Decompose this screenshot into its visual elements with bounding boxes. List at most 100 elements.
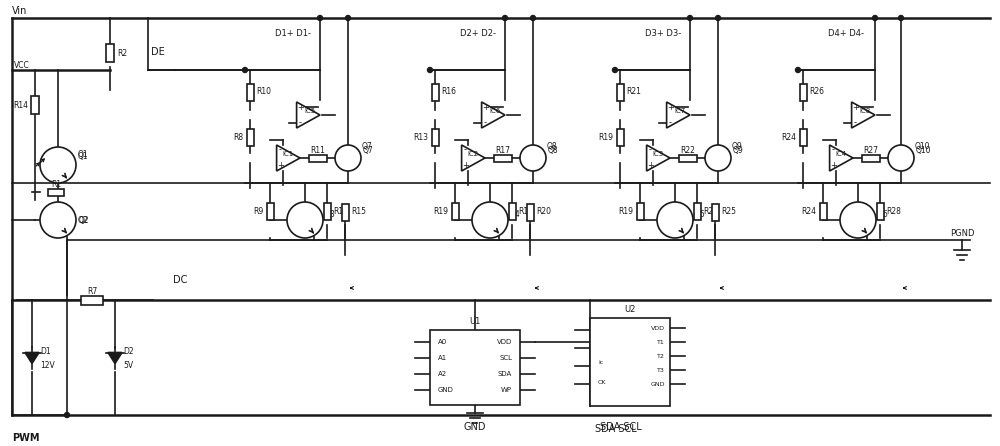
Text: R1: R1 xyxy=(51,180,61,189)
Bar xyxy=(342,203,349,220)
Text: CK: CK xyxy=(598,380,606,385)
Text: IC2: IC2 xyxy=(468,151,479,157)
Text: R19: R19 xyxy=(434,206,448,215)
Text: R21: R21 xyxy=(626,87,641,96)
Text: 12V: 12V xyxy=(40,360,55,369)
Text: Q7: Q7 xyxy=(362,141,373,150)
Text: R18: R18 xyxy=(518,206,533,215)
Text: Q9: Q9 xyxy=(733,146,744,155)
Polygon shape xyxy=(462,145,485,171)
Text: -: - xyxy=(854,119,857,128)
Text: Q5: Q5 xyxy=(695,211,706,219)
Bar xyxy=(590,318,670,406)
Text: R24: R24 xyxy=(802,206,816,215)
Text: +: + xyxy=(297,103,304,112)
Text: +: + xyxy=(277,161,284,170)
Bar xyxy=(106,44,114,62)
Circle shape xyxy=(520,145,546,171)
Text: U2: U2 xyxy=(624,306,636,314)
Text: GND: GND xyxy=(464,422,486,432)
Text: -: - xyxy=(649,145,652,154)
Text: D1+ D1-: D1+ D1- xyxy=(275,29,311,37)
Bar xyxy=(694,202,700,219)
Text: R12: R12 xyxy=(334,206,348,215)
Text: Q3: Q3 xyxy=(325,211,336,219)
Circle shape xyxy=(796,67,800,73)
Text: D2+ D2-: D2+ D2- xyxy=(460,29,496,37)
Text: +: + xyxy=(667,103,674,112)
Polygon shape xyxy=(830,145,853,171)
Text: -: - xyxy=(669,119,672,128)
Text: Vin: Vin xyxy=(12,6,27,16)
Text: R2: R2 xyxy=(117,49,127,58)
Text: +: + xyxy=(462,161,469,170)
Text: IC1: IC1 xyxy=(283,151,294,157)
Circle shape xyxy=(287,202,323,238)
Text: R22: R22 xyxy=(681,146,695,155)
Text: T2: T2 xyxy=(657,354,665,359)
Text: D3+ D3-: D3+ D3- xyxy=(645,29,681,37)
Text: A2: A2 xyxy=(438,371,447,377)
Text: R26: R26 xyxy=(810,87,824,96)
Text: +: + xyxy=(482,103,489,112)
Circle shape xyxy=(688,16,692,21)
Circle shape xyxy=(242,67,248,73)
Text: PWM: PWM xyxy=(12,433,40,443)
Bar xyxy=(309,154,327,161)
Text: IC6: IC6 xyxy=(489,108,500,114)
Text: R25: R25 xyxy=(722,207,736,216)
Text: Q6: Q6 xyxy=(878,211,889,219)
Circle shape xyxy=(503,16,508,21)
Bar xyxy=(616,83,624,100)
Bar xyxy=(324,202,330,219)
Text: Q10: Q10 xyxy=(916,146,932,155)
Bar xyxy=(616,128,624,145)
Bar xyxy=(800,83,806,100)
Text: R27: R27 xyxy=(864,146,879,155)
Polygon shape xyxy=(108,352,122,363)
Bar xyxy=(800,128,806,145)
Text: R15: R15 xyxy=(352,207,366,216)
Text: Q8: Q8 xyxy=(548,146,559,155)
Bar xyxy=(679,154,697,161)
Text: R19: R19 xyxy=(598,132,614,141)
Circle shape xyxy=(612,67,618,73)
Bar xyxy=(452,202,458,219)
Text: SDA SCL: SDA SCL xyxy=(595,424,637,434)
Text: -: - xyxy=(464,145,467,154)
Bar xyxy=(246,128,254,145)
Text: R17: R17 xyxy=(496,146,511,155)
Bar xyxy=(494,154,512,161)
Text: Q2: Q2 xyxy=(78,215,89,224)
Text: R23: R23 xyxy=(704,206,718,215)
Text: D1: D1 xyxy=(40,347,51,356)
Text: Q7: Q7 xyxy=(363,146,374,155)
Text: R7: R7 xyxy=(87,287,97,296)
Text: 5V: 5V xyxy=(123,360,133,369)
Polygon shape xyxy=(482,102,505,128)
Circle shape xyxy=(840,202,876,238)
Bar xyxy=(526,203,534,220)
Circle shape xyxy=(657,202,693,238)
Bar xyxy=(509,202,516,219)
Polygon shape xyxy=(647,145,670,171)
Text: VCC: VCC xyxy=(14,61,30,70)
Circle shape xyxy=(705,145,731,171)
Polygon shape xyxy=(852,102,875,128)
Bar xyxy=(637,202,644,219)
Text: R20: R20 xyxy=(536,207,552,216)
Text: SCL: SCL xyxy=(499,355,512,361)
Bar xyxy=(820,202,826,219)
Text: -: - xyxy=(832,145,835,154)
Text: SDA: SDA xyxy=(498,371,512,377)
Text: IC3: IC3 xyxy=(653,151,664,157)
Circle shape xyxy=(472,202,508,238)
Text: -: - xyxy=(299,119,302,128)
Polygon shape xyxy=(277,145,300,171)
Bar xyxy=(876,202,884,219)
Text: -: - xyxy=(279,145,282,154)
Text: D2: D2 xyxy=(123,347,134,356)
Text: +: + xyxy=(830,161,837,170)
Circle shape xyxy=(530,16,536,21)
Circle shape xyxy=(872,16,878,21)
